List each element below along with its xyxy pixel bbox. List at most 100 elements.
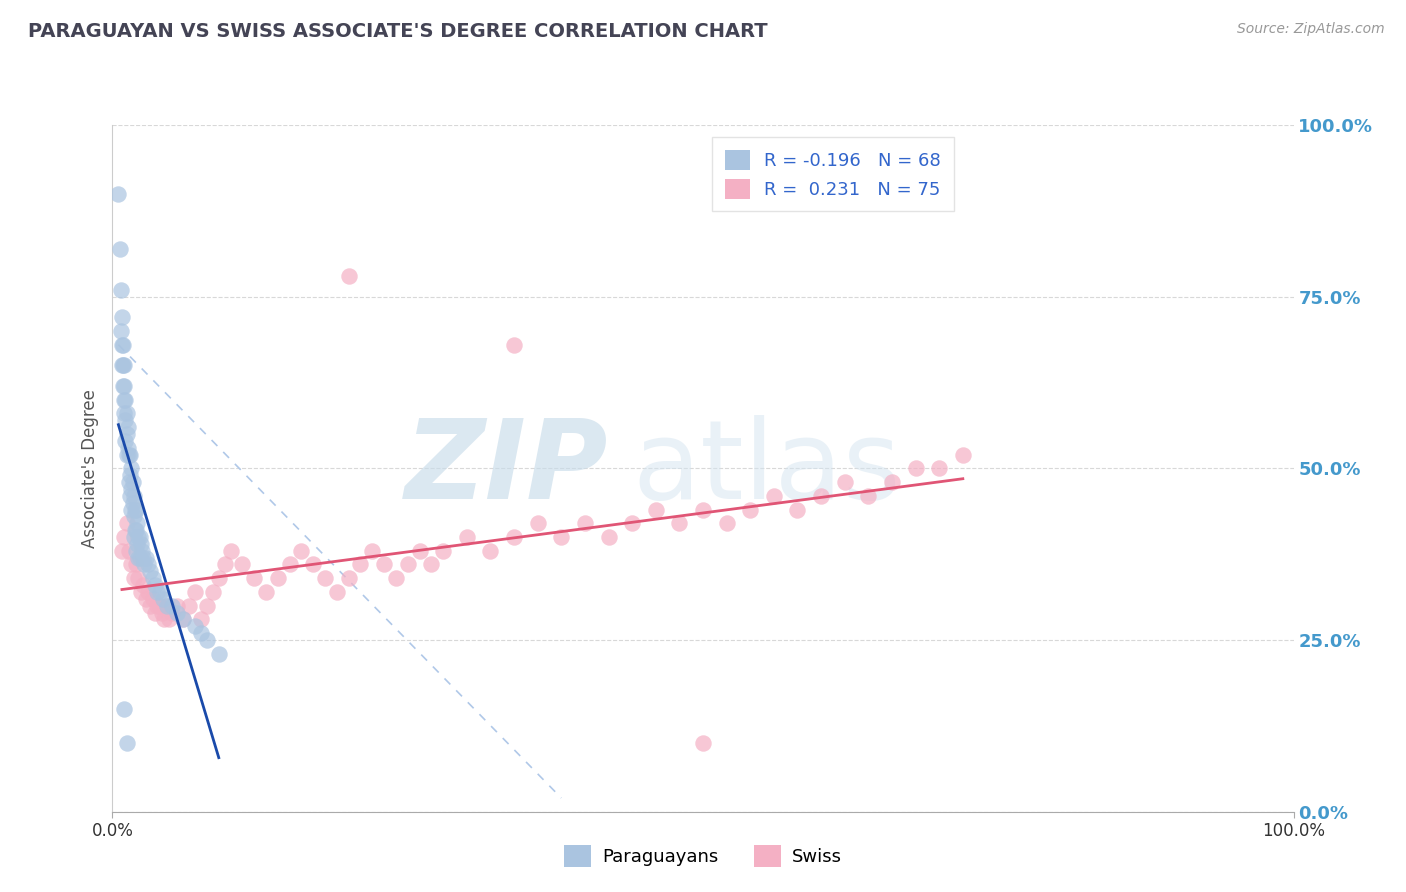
Point [125, 523, 148, 537]
Point [278, 558, 301, 572]
Point [337, 571, 360, 585]
Point [143, 578, 166, 592]
Point [122, 509, 145, 524]
Point [115, 516, 138, 531]
Point [337, 268, 360, 283]
Point [135, 591, 157, 606]
Point [112, 530, 135, 544]
Point [385, 571, 408, 585]
Point [135, 550, 157, 565]
Point [172, 612, 194, 626]
Point [598, 530, 620, 544]
Point [120, 502, 142, 516]
Point [503, 337, 526, 351]
Point [142, 571, 165, 585]
Point [139, 599, 162, 613]
Text: atlas: atlas [633, 415, 901, 522]
Point [129, 585, 152, 599]
Point [160, 599, 183, 613]
Point [326, 585, 349, 599]
Point [127, 516, 149, 531]
Point [114, 434, 136, 448]
Point [142, 591, 165, 606]
Point [128, 550, 150, 565]
Point [172, 612, 194, 626]
Point [121, 495, 143, 509]
Point [396, 558, 419, 572]
Point [122, 571, 145, 585]
Point [762, 489, 785, 503]
Point [195, 599, 218, 613]
Point [179, 599, 201, 613]
Point [136, 585, 159, 599]
Point [112, 337, 135, 351]
Legend: R = -0.196   N = 68, R =  0.231   N = 75: R = -0.196 N = 68, R = 0.231 N = 75 [711, 137, 953, 211]
Point [810, 489, 832, 503]
Point [134, 558, 156, 572]
Point [120, 461, 142, 475]
Point [456, 530, 478, 544]
Point [166, 606, 188, 620]
Point [432, 543, 454, 558]
Point [124, 502, 146, 516]
Point [125, 558, 148, 572]
Point [117, 441, 139, 455]
Point [644, 502, 666, 516]
Point [143, 606, 166, 620]
Point [120, 489, 142, 503]
Point [526, 516, 548, 531]
Point [129, 537, 152, 551]
Point [120, 558, 142, 572]
Point [267, 571, 290, 585]
Y-axis label: Associate's Degree: Associate's Degree [82, 389, 100, 548]
Point [786, 502, 808, 516]
Point [219, 543, 242, 558]
Point [156, 599, 179, 613]
Point [111, 337, 134, 351]
Point [115, 406, 138, 420]
Point [114, 413, 136, 427]
Point [314, 571, 336, 585]
Point [149, 599, 172, 613]
Point [112, 392, 135, 407]
Point [231, 558, 253, 572]
Point [149, 585, 172, 599]
Point [120, 468, 142, 483]
Point [290, 543, 312, 558]
Point [132, 550, 155, 565]
Point [740, 502, 762, 516]
Point [136, 558, 159, 572]
Point [112, 406, 135, 420]
Point [302, 558, 325, 572]
Point [201, 585, 224, 599]
Point [127, 537, 149, 551]
Point [128, 530, 150, 544]
Point [157, 612, 180, 626]
Point [121, 475, 143, 489]
Point [122, 489, 145, 503]
Point [692, 736, 714, 750]
Legend: Paraguayans, Swiss: Paraguayans, Swiss [557, 838, 849, 874]
Point [112, 701, 135, 715]
Point [112, 358, 135, 373]
Point [574, 516, 596, 531]
Point [904, 461, 927, 475]
Text: PARAGUAYAN VS SWISS ASSOCIATE'S DEGREE CORRELATION CHART: PARAGUAYAN VS SWISS ASSOCIATE'S DEGREE C… [28, 22, 768, 41]
Text: ZIP: ZIP [405, 415, 609, 522]
Point [928, 461, 950, 475]
Point [160, 606, 183, 620]
Point [112, 379, 135, 393]
Point [408, 543, 430, 558]
Point [118, 448, 141, 462]
Point [166, 599, 188, 613]
Point [118, 543, 141, 558]
Point [114, 392, 136, 407]
Point [716, 516, 738, 531]
Point [503, 530, 526, 544]
Point [243, 571, 266, 585]
Point [127, 571, 149, 585]
Point [112, 358, 135, 373]
Point [621, 516, 644, 531]
Point [127, 530, 149, 544]
Point [692, 502, 714, 516]
